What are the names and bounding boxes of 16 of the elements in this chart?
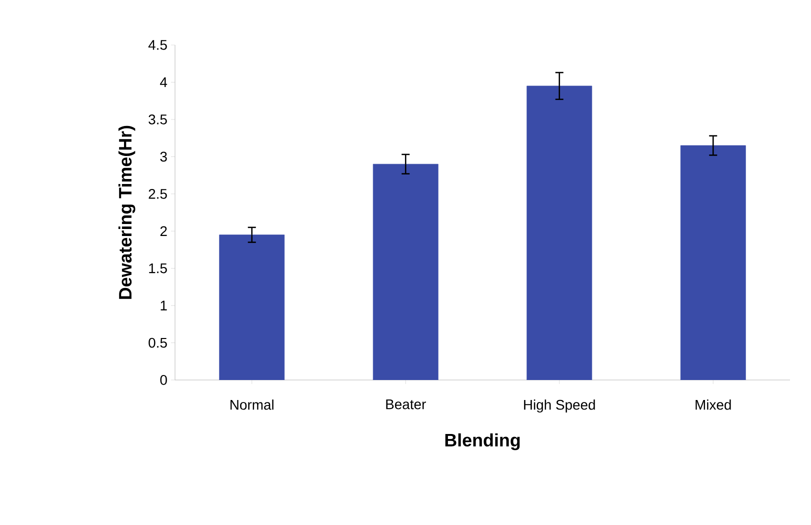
y-tick-label: 3 — [160, 152, 167, 162]
y-tick-label: 2.5 — [148, 188, 167, 199]
y-tick-label: 4 — [160, 77, 168, 88]
y-tick-label: 1 — [160, 300, 167, 310]
x-tick-label: High Speed — [524, 400, 595, 413]
x-tick-label: Mixed — [696, 400, 731, 410]
y-tick-label: 4.5 — [148, 40, 167, 50]
y-tick-label: 0 — [160, 375, 167, 385]
x-tick-label: Beater — [386, 400, 426, 410]
y-tick-label: 1.5 — [149, 263, 167, 274]
x-axis-title: Blending — [445, 433, 520, 450]
y-tick-label: 2 — [160, 226, 167, 236]
x-tick-label: Normal — [230, 400, 274, 410]
y-tick-label: 3.5 — [148, 114, 167, 124]
y-axis-title: Dewatering Time(Hr) — [118, 126, 136, 299]
y-tick-label: 0.5 — [148, 338, 167, 348]
